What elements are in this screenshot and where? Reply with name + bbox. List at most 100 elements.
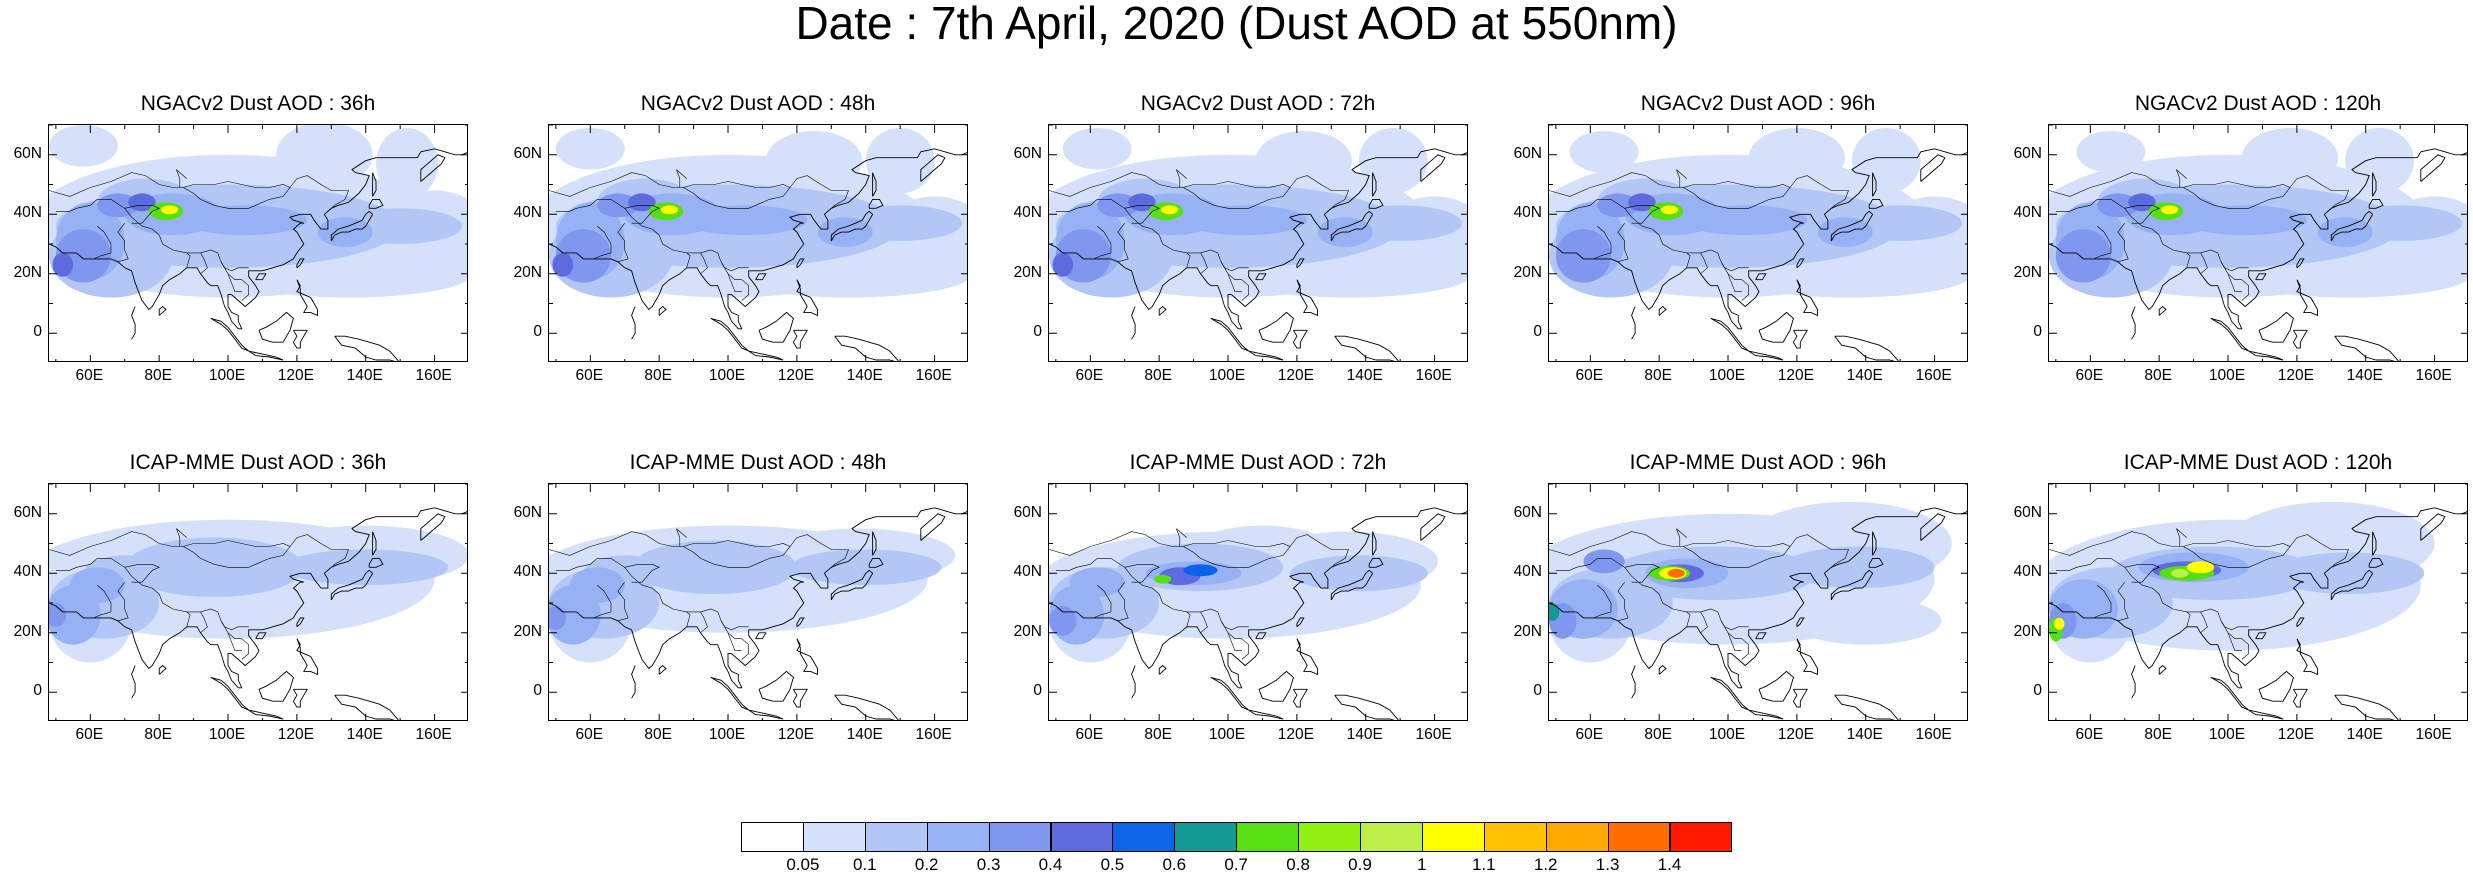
country-border — [727, 632, 742, 651]
dust-aod-area — [1183, 564, 1218, 577]
colorbar-label: 0.4 — [1038, 855, 1063, 874]
country-border — [1676, 528, 1687, 547]
coastline — [330, 569, 374, 601]
coastline — [872, 531, 877, 556]
dust-aod-area — [552, 252, 574, 277]
dust-aod-area — [789, 549, 942, 586]
coastline — [792, 329, 808, 349]
map-svg — [49, 484, 467, 720]
colorbar-label: 0.2 — [914, 855, 939, 874]
y-tick-label: 40N — [513, 204, 542, 222]
coastline — [330, 210, 374, 242]
coastline — [755, 632, 767, 640]
country-border — [200, 611, 208, 634]
map-panel — [548, 124, 968, 362]
dust-aod-area — [1851, 127, 1921, 194]
coastline — [1420, 154, 1446, 182]
colorbar-swatch — [1607, 822, 1671, 852]
coastline — [748, 709, 784, 720]
colorbar-label: 0.1 — [852, 855, 877, 874]
country-border — [1789, 175, 1849, 209]
x-tick-label: 120E — [277, 726, 314, 743]
dust-aod-area — [2171, 568, 2189, 578]
coastline — [2258, 311, 2294, 343]
coastline — [748, 350, 784, 361]
map-panel — [1548, 124, 1968, 362]
coastline — [1049, 507, 1467, 689]
x-tick-label: 60E — [75, 367, 104, 384]
colorbar-swatch — [1236, 822, 1300, 852]
coastline — [868, 198, 884, 209]
country-border — [124, 205, 160, 224]
coastline — [658, 664, 667, 675]
dust-aod-area — [1783, 546, 1935, 589]
country-border — [1686, 611, 1691, 627]
coastline — [2334, 335, 2399, 361]
coastline — [1792, 329, 1808, 349]
coastline — [2049, 507, 2467, 689]
country-border — [2227, 273, 2242, 292]
coastline — [1296, 617, 1305, 628]
map-panel — [548, 483, 968, 721]
colorbar-label: 1 — [1417, 855, 1427, 874]
colorbar-label: 1.2 — [1533, 855, 1558, 874]
y-tick-label: 0 — [1533, 323, 1542, 341]
country-border — [2220, 620, 2249, 660]
colorbar-swatch — [802, 822, 866, 852]
coastline — [2258, 670, 2294, 702]
colorbar-swatch — [864, 822, 928, 852]
dust-aod-area — [2160, 205, 2179, 215]
colorbar-swatch — [1545, 822, 1609, 852]
country-border — [176, 528, 187, 547]
y-tick-label: 60N — [1013, 503, 1042, 521]
y-tick-label: 20N — [513, 263, 542, 281]
map-svg — [549, 484, 967, 720]
x-tick-label: 80E — [644, 367, 672, 384]
coastline — [1255, 273, 1267, 281]
country-border — [1700, 252, 1708, 275]
panel-title: NGACv2 Dust AOD : 96h — [1640, 92, 1876, 115]
country-border — [1227, 273, 1242, 292]
country-border — [1624, 205, 1660, 224]
country-border — [2176, 528, 2187, 547]
coastline — [1296, 638, 1318, 676]
dust-aod-area — [2272, 552, 2425, 595]
coastline — [2420, 154, 2446, 182]
y-tick-label: 0 — [2033, 682, 2042, 700]
coastline — [1549, 148, 1967, 330]
coastline — [2049, 148, 2467, 330]
coastline — [1710, 676, 1749, 711]
coastline — [1420, 513, 1446, 541]
coastline — [420, 513, 446, 541]
y-tick-label: 20N — [2013, 622, 2042, 640]
country-border — [186, 611, 191, 627]
coastline — [292, 329, 308, 349]
country-border — [2289, 175, 2349, 209]
dust-aod-area — [1183, 205, 1308, 236]
coastline — [334, 694, 399, 720]
x-tick-label: 80E — [2144, 726, 2172, 743]
country-border — [1227, 632, 1242, 651]
coastline — [1872, 531, 1877, 556]
country-border — [549, 172, 791, 209]
country-border — [220, 620, 249, 660]
coastline — [1372, 531, 1377, 556]
dust-aod-area — [660, 205, 679, 215]
coastline — [296, 279, 318, 317]
country-border — [1220, 620, 1249, 660]
y-tick-label: 0 — [1033, 682, 1042, 700]
dust-aod-area — [865, 127, 935, 194]
map-svg — [1549, 125, 1967, 361]
dust-aod-area — [555, 127, 625, 170]
y-tick-label: 0 — [533, 323, 542, 341]
coastline — [758, 670, 794, 702]
coastline — [1334, 335, 1399, 361]
x-tick-label: 120E — [1777, 367, 1814, 384]
coastline — [2420, 513, 2446, 541]
country-border — [727, 273, 742, 292]
y-tick-label: 0 — [33, 323, 42, 341]
x-tick-label: 120E — [2277, 367, 2314, 384]
colorbar-swatch — [1174, 822, 1238, 852]
country-border — [1176, 169, 1187, 188]
country-border — [1176, 528, 1187, 547]
